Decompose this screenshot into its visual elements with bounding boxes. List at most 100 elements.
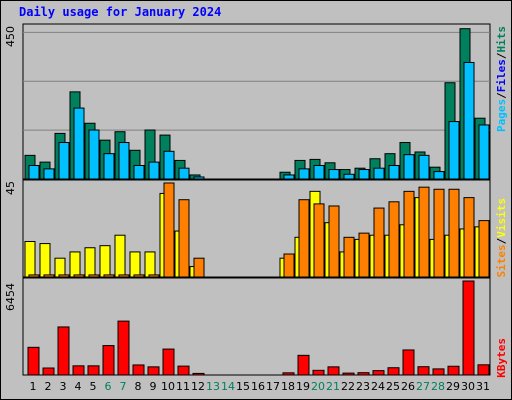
files-bar bbox=[88, 129, 100, 180]
kbytes-series-legend: KBytes bbox=[495, 338, 508, 378]
kbytes-bar bbox=[42, 367, 55, 376]
visits-bar bbox=[478, 220, 490, 278]
x-tick-label: 17 bbox=[266, 380, 280, 393]
visits-bar bbox=[163, 182, 175, 278]
legend-visits: Visits bbox=[495, 198, 508, 238]
chart-title: Daily usage for January 2024 bbox=[19, 5, 222, 19]
panel-2-border bbox=[22, 277, 491, 376]
kbytes-bar bbox=[342, 372, 355, 376]
sites-bar bbox=[114, 234, 126, 278]
files-bar bbox=[403, 154, 415, 180]
visits-bar bbox=[388, 201, 400, 278]
visits-bar bbox=[28, 274, 40, 278]
visits-bar bbox=[403, 190, 415, 278]
x-tick-label: 23 bbox=[356, 380, 370, 393]
files-bar bbox=[28, 164, 40, 180]
visits-bar bbox=[58, 274, 70, 278]
sites-bar bbox=[84, 247, 96, 278]
x-tick-label: 8 bbox=[135, 380, 142, 393]
visits-bar bbox=[433, 188, 445, 278]
visits-bar bbox=[358, 232, 370, 278]
kbytes-bar bbox=[387, 367, 400, 376]
files-bar bbox=[373, 167, 385, 180]
x-tick-label: 13 bbox=[206, 380, 220, 393]
files-bar bbox=[193, 176, 205, 180]
x-tick-label: 18 bbox=[281, 380, 295, 393]
kbytes-bar bbox=[327, 366, 340, 376]
hits-series-legend: Pages/Files/Hits bbox=[495, 26, 508, 132]
kbytes-bar bbox=[477, 364, 490, 376]
sites-bar bbox=[129, 251, 141, 278]
x-tick-label: 7 bbox=[120, 380, 127, 393]
visits-series-legend: Sites/Visits bbox=[495, 198, 508, 278]
kbytes-bar bbox=[87, 365, 100, 376]
sites-bar bbox=[54, 257, 66, 278]
visits-bar bbox=[283, 253, 295, 278]
kbytes-bar bbox=[57, 326, 70, 376]
visits-bar bbox=[88, 274, 100, 278]
x-tick-label: 27 bbox=[416, 380, 430, 393]
x-tick-label: 4 bbox=[75, 380, 82, 393]
files-bar bbox=[313, 164, 325, 180]
sites-bar bbox=[69, 251, 81, 278]
x-tick-label: 3 bbox=[60, 380, 67, 393]
x-tick-label: 9 bbox=[150, 380, 157, 393]
kbytes-bar bbox=[402, 349, 415, 376]
x-tick-label: 21 bbox=[326, 380, 340, 393]
sites-bar bbox=[39, 243, 51, 278]
x-tick-label: 2 bbox=[45, 380, 52, 393]
x-tick-label: 12 bbox=[191, 380, 205, 393]
visits-bar bbox=[448, 188, 460, 278]
kbytes-bar bbox=[117, 320, 130, 376]
visits-bar bbox=[298, 199, 310, 278]
kbytes-bar bbox=[72, 365, 85, 376]
files-bar bbox=[178, 167, 190, 180]
legend-hits: Hits bbox=[495, 26, 508, 53]
sites-bar bbox=[99, 245, 111, 278]
kbytes-bar bbox=[447, 365, 460, 376]
kbytes-bar bbox=[177, 365, 190, 376]
x-tick-label: 31 bbox=[476, 380, 490, 393]
legend-separator: / bbox=[495, 237, 508, 245]
files-bar bbox=[358, 169, 370, 180]
visits-bar bbox=[148, 274, 160, 278]
kbytes-bar bbox=[312, 369, 325, 376]
files-bar bbox=[43, 168, 55, 180]
panel-1-border bbox=[22, 179, 491, 278]
kbytes-bar bbox=[462, 280, 475, 376]
visits-bar bbox=[418, 186, 430, 278]
visits-bar bbox=[313, 203, 325, 278]
kbytes-bar bbox=[357, 372, 370, 376]
files-bar bbox=[388, 164, 400, 180]
files-bar bbox=[163, 150, 175, 180]
legend-separator: / bbox=[495, 52, 508, 60]
files-bar bbox=[433, 171, 445, 180]
hits-axis-max-label: 450 bbox=[4, 26, 17, 47]
files-bar bbox=[343, 173, 355, 180]
legend-files: Files bbox=[495, 59, 508, 93]
visits-bar bbox=[463, 197, 475, 278]
files-bar bbox=[448, 121, 460, 180]
kbytes-axis-max-label: 6454 bbox=[4, 283, 17, 311]
kbytes-bar bbox=[27, 346, 40, 376]
x-tick-label: 15 bbox=[236, 380, 250, 393]
x-tick-label: 30 bbox=[461, 380, 475, 393]
files-bar bbox=[328, 169, 340, 180]
x-tick-label: 1 bbox=[30, 380, 37, 393]
visits-bar bbox=[73, 274, 85, 278]
kbytes-bar bbox=[372, 370, 385, 376]
files-bar bbox=[478, 124, 490, 180]
kbytes-bar bbox=[162, 348, 175, 376]
files-bar bbox=[283, 174, 295, 180]
kbytes-bar bbox=[132, 364, 145, 376]
kbytes-bar bbox=[102, 345, 115, 376]
kbytes-bar bbox=[282, 372, 295, 376]
visits-bar bbox=[193, 257, 205, 278]
files-bar bbox=[133, 164, 145, 180]
visits-bar bbox=[118, 274, 130, 278]
files-bar bbox=[118, 142, 130, 180]
x-tick-label: 25 bbox=[386, 380, 400, 393]
legend-separator: / bbox=[495, 92, 508, 99]
files-bar bbox=[103, 153, 115, 180]
